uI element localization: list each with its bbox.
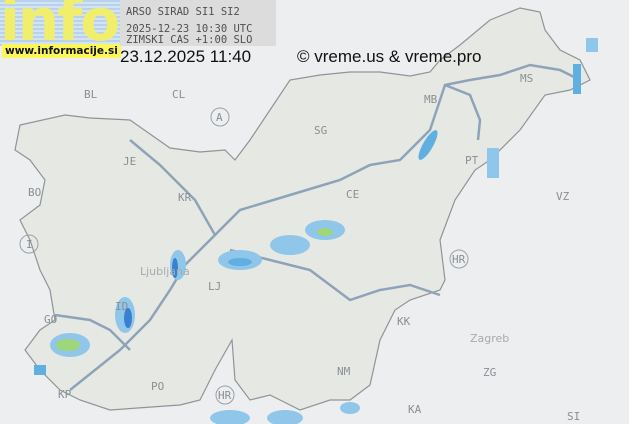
svg-text:KR: KR — [178, 191, 192, 204]
svg-text:MS: MS — [520, 72, 533, 85]
svg-text:CE: CE — [346, 188, 359, 201]
svg-text:PT: PT — [465, 154, 479, 167]
svg-text:I: I — [26, 238, 33, 251]
svg-text:KK: KK — [397, 315, 411, 328]
svg-text:CL: CL — [172, 88, 186, 101]
svg-text:JE: JE — [123, 155, 136, 168]
svg-text:SI: SI — [567, 410, 580, 423]
svg-text:NM: NM — [337, 365, 351, 378]
svg-text:BL: BL — [84, 88, 98, 101]
radar-echoes — [34, 38, 598, 424]
local-time: 23.12.2025 11:40 — [120, 47, 252, 66]
svg-text:A: A — [216, 111, 223, 124]
svg-text:ID: ID — [115, 300, 128, 313]
utc-time: 2025-12-23 10:30 UTC — [126, 23, 253, 35]
svg-text:HR: HR — [452, 253, 466, 266]
timezone: ZIMSKI CAS +1:00 SLO — [126, 34, 253, 46]
logo-url[interactable]: www.informacije.si — [2, 44, 121, 58]
svg-text:KP: KP — [58, 388, 72, 401]
svg-text:SG: SG — [314, 124, 327, 137]
svg-text:GO: GO — [44, 313, 57, 326]
svg-text:Zagreb: Zagreb — [470, 332, 509, 345]
copyright: © vreme.us & vreme.pro — [297, 47, 482, 66]
svg-text:VZ: VZ — [556, 190, 570, 203]
svg-text:MB: MB — [424, 93, 438, 106]
info-logo: info — [0, 0, 120, 46]
svg-text:Ljubljana: Ljubljana — [140, 265, 190, 278]
radar-source: ARSO SIRAD SI1 SI2 — [126, 6, 240, 18]
svg-text:PO: PO — [151, 380, 164, 393]
svg-text:ZG: ZG — [483, 366, 496, 379]
svg-text:KA: KA — [408, 403, 422, 416]
map-labels: BL CL A JE BO KR SG MB MS PT CE I LJ Lju… — [19, 72, 580, 424]
radar-info-panel: ARSO SIRAD SI1 SI2 2025-12-23 10:30 UTC … — [120, 0, 276, 46]
slovenia-outline — [14, 7, 591, 411]
svg-text:LJ: LJ — [208, 280, 221, 293]
svg-text:BO: BO — [28, 186, 41, 199]
svg-text:HR: HR — [218, 389, 232, 402]
